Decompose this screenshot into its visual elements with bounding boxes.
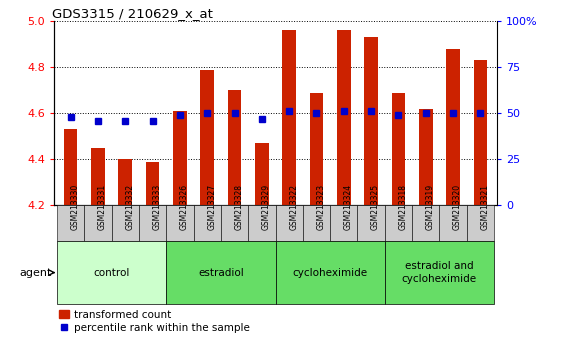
Bar: [275, 205, 303, 241]
Text: GSM213328: GSM213328: [235, 184, 244, 230]
Text: GSM213324: GSM213324: [344, 184, 353, 230]
Bar: [228, 90, 242, 205]
Text: GSM213332: GSM213332: [125, 184, 134, 230]
Bar: [173, 111, 187, 205]
Bar: [118, 159, 132, 205]
Bar: [309, 92, 323, 205]
Bar: [446, 49, 460, 205]
Bar: [85, 205, 111, 241]
Text: GSM213321: GSM213321: [480, 184, 489, 230]
Bar: [385, 241, 494, 304]
Bar: [364, 37, 378, 205]
Bar: [473, 60, 487, 205]
Bar: [111, 205, 139, 241]
Text: GSM213318: GSM213318: [399, 184, 408, 230]
Bar: [166, 241, 275, 304]
Bar: [282, 30, 296, 205]
Bar: [337, 30, 351, 205]
Text: cycloheximide: cycloheximide: [292, 268, 368, 278]
Bar: [419, 109, 433, 205]
Bar: [392, 92, 405, 205]
Text: control: control: [94, 268, 130, 278]
Text: agent: agent: [19, 268, 51, 278]
Text: GSM213319: GSM213319: [426, 184, 435, 230]
Bar: [64, 129, 78, 205]
Bar: [200, 69, 214, 205]
Bar: [248, 205, 275, 241]
Text: estradiol: estradiol: [198, 268, 244, 278]
Text: GSM213320: GSM213320: [453, 184, 462, 230]
Bar: [194, 205, 221, 241]
Legend: transformed count, percentile rank within the sample: transformed count, percentile rank withi…: [59, 310, 250, 333]
Text: GSM213330: GSM213330: [71, 184, 79, 230]
Text: GSM213327: GSM213327: [207, 184, 216, 230]
Bar: [166, 205, 194, 241]
Text: GSM213323: GSM213323: [316, 184, 325, 230]
Bar: [255, 143, 269, 205]
Text: GSM213329: GSM213329: [262, 184, 271, 230]
Bar: [467, 205, 494, 241]
Bar: [146, 161, 159, 205]
Bar: [91, 148, 105, 205]
Bar: [139, 205, 166, 241]
Bar: [303, 205, 330, 241]
Text: GSM213331: GSM213331: [98, 184, 107, 230]
Bar: [412, 205, 440, 241]
Text: GSM213326: GSM213326: [180, 184, 189, 230]
Text: GSM213333: GSM213333: [152, 184, 162, 230]
Bar: [385, 205, 412, 241]
Bar: [357, 205, 385, 241]
Bar: [57, 205, 85, 241]
Text: GSM213325: GSM213325: [371, 184, 380, 230]
Text: GDS3315 / 210629_x_at: GDS3315 / 210629_x_at: [52, 7, 213, 20]
Text: GSM213322: GSM213322: [289, 184, 298, 230]
Bar: [440, 205, 467, 241]
Bar: [221, 205, 248, 241]
Bar: [275, 241, 385, 304]
Text: estradiol and
cycloheximide: estradiol and cycloheximide: [402, 261, 477, 284]
Bar: [57, 241, 166, 304]
Bar: [330, 205, 357, 241]
